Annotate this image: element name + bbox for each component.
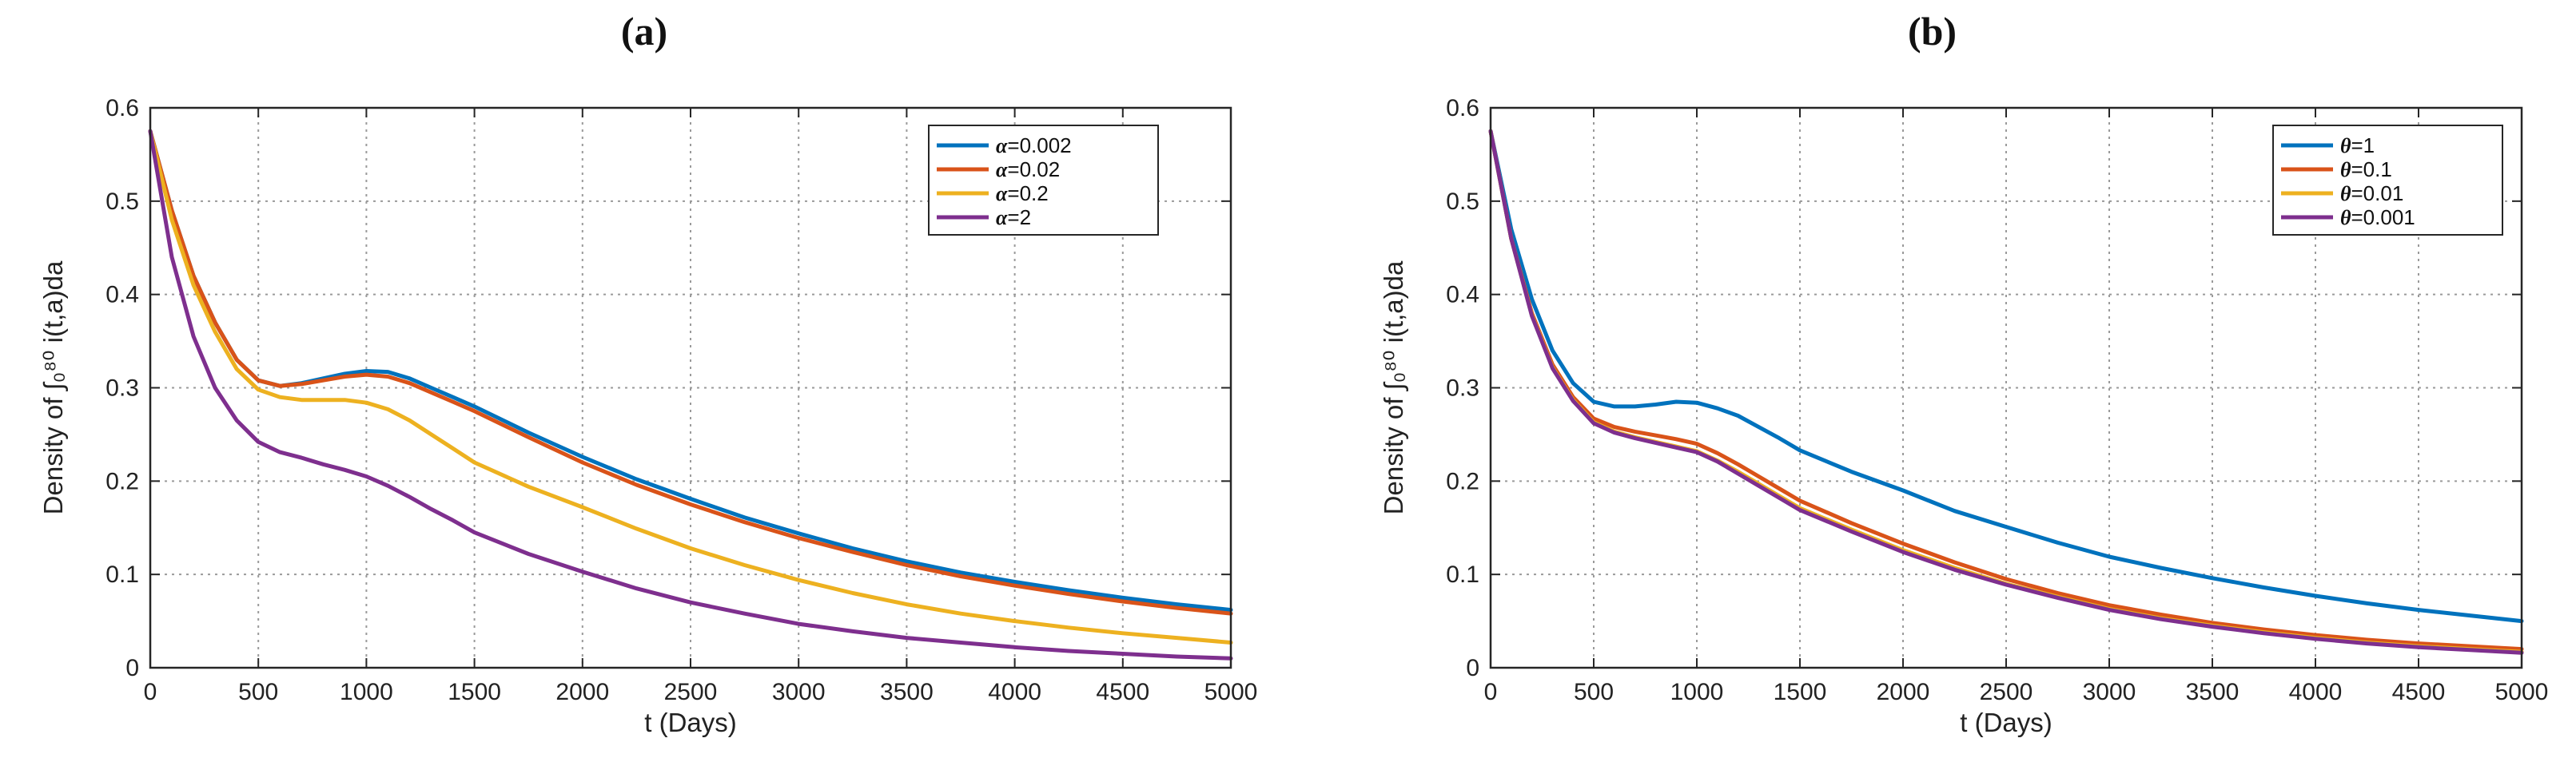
series-line-1	[1488, 129, 2524, 624]
legend-symbol: θ	[2340, 206, 2351, 229]
legend-label: θ=0.1	[2340, 157, 2392, 181]
y-tick-label: 0.4	[106, 282, 139, 308]
panel-b-title: (b)	[1907, 9, 1957, 54]
legend-value: =0.2	[1007, 181, 1048, 205]
panel-a-title: (a)	[620, 9, 668, 54]
x-tick-label: 1500	[448, 679, 501, 705]
x-tick-label: 3500	[880, 679, 934, 705]
series-line-4	[148, 129, 1233, 661]
legend-value: =0.001	[2351, 205, 2415, 229]
y-axis-label: Density of ∫₀⁸⁰ i(t,a)da	[38, 260, 68, 514]
x-tick-label: 1500	[1774, 679, 1827, 705]
chart-panel-b: (b) 0 500 1000 1500 2000 2500 3000 3500 4000 4500…	[1288, 0, 2576, 758]
legend-label: α=2	[996, 205, 1031, 229]
tick-marks	[149, 107, 1232, 669]
y-tick-label: 0.1	[1446, 562, 1479, 588]
legend-value: =0.1	[2351, 157, 2392, 181]
x-tick-label: 4500	[1096, 679, 1149, 705]
x-tick-label: 5000	[2495, 679, 2549, 705]
legend-symbol: α	[996, 182, 1008, 205]
y-tick-label: 0.2	[106, 468, 139, 494]
series-lines	[148, 129, 1233, 661]
x-tick-label: 3500	[2186, 679, 2240, 705]
y-tick-label: 0.3	[1446, 375, 1479, 402]
legend-symbol: α	[996, 206, 1008, 229]
x-tick-label: 4000	[2289, 679, 2343, 705]
legend-value: =1	[2351, 133, 2375, 157]
legend-label: α=0.002	[996, 133, 1072, 157]
y-tick-label: 0.5	[106, 189, 139, 215]
x-tick-label: 2500	[664, 679, 718, 705]
legend-symbol: θ	[2340, 158, 2351, 181]
legend-label: α=0.2	[996, 181, 1049, 205]
series-line-2	[148, 129, 1233, 616]
x-tick-label: 5000	[1204, 679, 1258, 705]
x-tick-label: 0	[144, 679, 157, 705]
series-lines	[1488, 129, 2524, 655]
x-tick-label: 500	[238, 679, 278, 705]
tick-marks	[1490, 107, 2522, 669]
series-line-4	[1488, 129, 2524, 655]
y-tick-label: 0.6	[106, 95, 139, 121]
y-tick-label: 0.4	[1446, 282, 1479, 308]
x-axis-label: t (Days)	[1960, 708, 2052, 737]
y-tick-label: 0.5	[1446, 189, 1479, 215]
x-tick-label: 4500	[2392, 679, 2446, 705]
y-tick-label: 0	[1466, 655, 1479, 681]
chart-panel-a: (a) 0 500 1000 1500 2000 2500 3000 3500 4000 4500…	[38, 9, 1258, 737]
x-tick-label: 0	[1484, 679, 1498, 705]
y-tick-label: 0	[125, 655, 139, 681]
legend: θ=1θ=0.1θ=0.01θ=0.001	[2272, 125, 2503, 236]
legend-label: α=0.02	[996, 157, 1060, 181]
y-tick-label: 0.1	[106, 562, 139, 588]
legend-value: =0.01	[2351, 181, 2404, 205]
legend-value: =0.02	[1007, 157, 1060, 181]
x-tick-label: 2000	[1877, 679, 1930, 705]
legend-symbol: α	[996, 134, 1008, 157]
x-tick-label: 2000	[555, 679, 609, 705]
x-tick-label: 3000	[2083, 679, 2136, 705]
y-axis-label: Density of ∫₀⁸⁰ i(t,a)da	[1379, 260, 1408, 514]
x-tick-label: 4000	[988, 679, 1041, 705]
legend-symbol: θ	[2340, 182, 2351, 205]
y-tick-label: 0.2	[1446, 468, 1479, 494]
chart-a-svg: 0 500 1000 1500 2000 2500 3000 3500 4000 4500 5000…	[38, 95, 1258, 737]
series-line-3	[148, 129, 1233, 645]
x-tick-label: 500	[1574, 679, 1614, 705]
x-axis-label: t (Days)	[644, 708, 737, 737]
legend-label: θ=0.001	[2340, 205, 2415, 229]
legend-label: θ=1	[2340, 133, 2375, 157]
chart-b-svg: 0 500 1000 1500 2000 2500 3000 3500 4000 4500 5000…	[1379, 95, 2549, 737]
series-line-2	[1488, 129, 2524, 652]
legend-symbol: α	[996, 158, 1008, 181]
legend-label: θ=0.01	[2340, 181, 2403, 205]
y-tick-label: 0.6	[1446, 95, 1479, 121]
x-tick-label: 3000	[772, 679, 826, 705]
x-tick-label: 1000	[340, 679, 393, 705]
legend-value: =0.002	[1007, 133, 1071, 157]
legend-symbol: θ	[2340, 134, 2351, 157]
y-tick-label: 0.3	[106, 375, 139, 402]
x-tick-label: 1000	[1670, 679, 1724, 705]
legend-value: =2	[1007, 205, 1031, 229]
x-tick-label: 2500	[1980, 679, 2033, 705]
